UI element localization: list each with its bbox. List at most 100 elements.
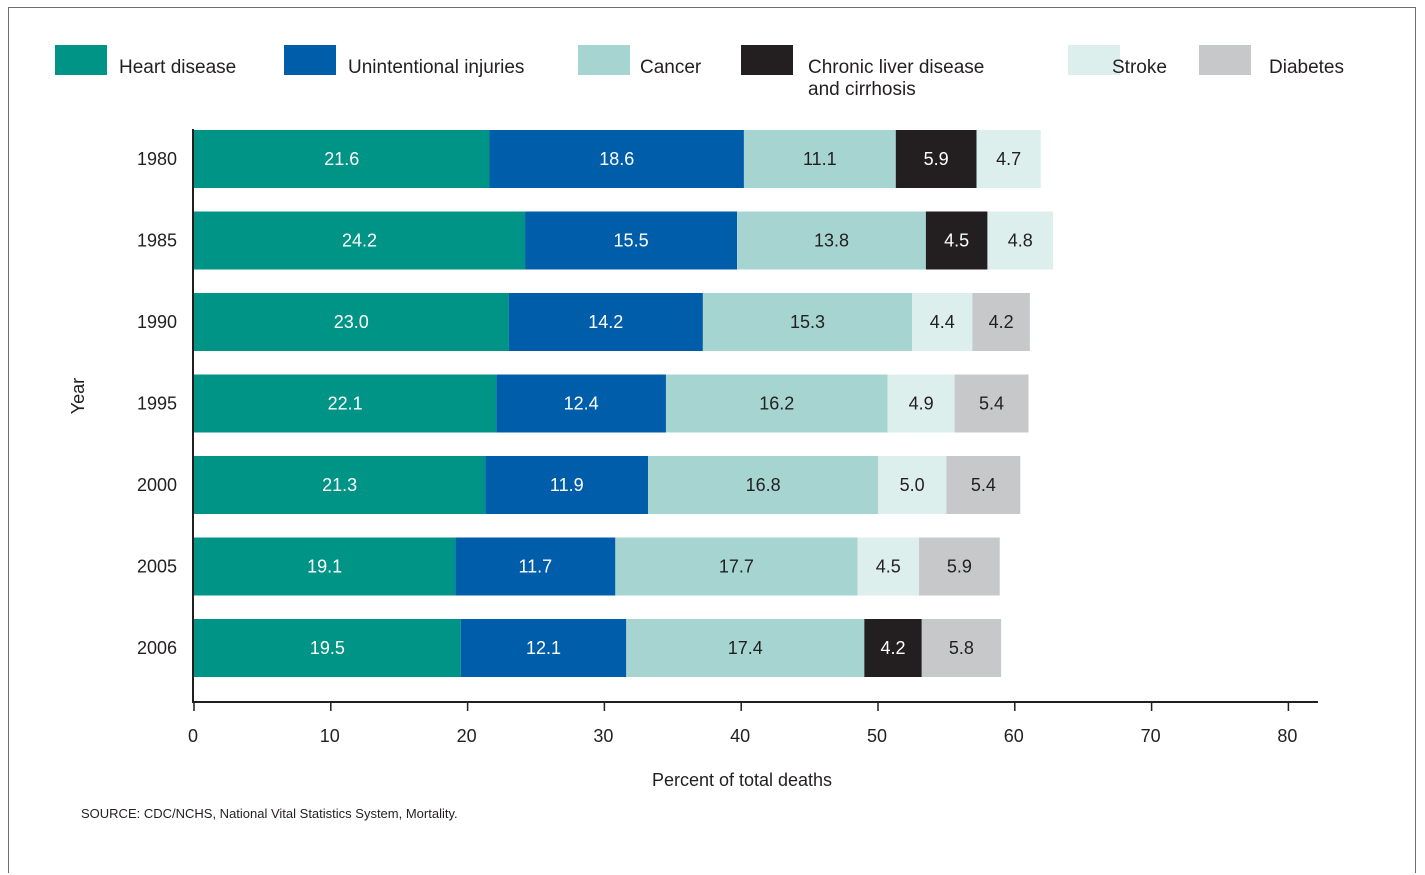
bar-segment [925, 211, 988, 270]
data-label: 12.1 [526, 638, 561, 658]
legend-swatch [284, 45, 336, 75]
data-label: 16.8 [746, 475, 781, 495]
stacked-bar-chart: Heart disease Unintentional injuries Cance… [55, 45, 1344, 790]
bar-segment [460, 619, 627, 677]
data-label: 5.4 [979, 394, 1004, 414]
legend-swatch [741, 45, 793, 75]
bar-segment [665, 374, 888, 433]
legend-label: Cancer [640, 57, 702, 78]
bar-segment [485, 456, 649, 514]
data-label: 11.1 [803, 149, 837, 169]
legend-label: and cirrhosis [808, 79, 916, 100]
data-label: 5.4 [971, 475, 996, 495]
chart-frame [8, 7, 1416, 873]
bar-segment [489, 130, 744, 188]
data-label: 14.2 [588, 312, 623, 332]
bar-segment [496, 374, 666, 433]
data-label: 4.5 [944, 231, 969, 251]
bar-segment [912, 293, 973, 351]
y-tick-label: 2006 [137, 638, 177, 658]
bar-segment [743, 130, 896, 188]
bar-segment [946, 456, 1021, 514]
bar-segment [987, 211, 1054, 270]
bar-segment [972, 293, 1030, 351]
bar-segment [194, 619, 461, 677]
bar-segment [857, 537, 920, 596]
y-tick-label: 1990 [137, 312, 177, 332]
data-label: 4.2 [881, 638, 906, 658]
bar-segment [737, 211, 926, 270]
legend-swatch [578, 45, 630, 75]
bar-segment [648, 456, 878, 514]
x-tick-label: 20 [457, 726, 477, 746]
data-label: 21.3 [322, 475, 357, 495]
data-label: 13.8 [814, 231, 849, 251]
y-tick-label: 1995 [137, 394, 177, 414]
data-label: 4.8 [1008, 231, 1033, 251]
bar-segment [702, 293, 913, 351]
bar-segment [919, 537, 1000, 596]
bar-segment [508, 293, 703, 351]
data-label: 15.3 [790, 312, 825, 332]
bar-segment [194, 456, 486, 514]
bars-area: 21.6 18.6 11.1 5.9 4.7 24.2 15.5 13.8 4.5 4.8 23.0… [194, 130, 1054, 677]
data-label: 5.0 [900, 475, 925, 495]
bar-segment [194, 130, 490, 188]
data-label: 4.4 [930, 312, 955, 332]
data-label: 19.5 [310, 638, 345, 658]
legend-swatch [1199, 45, 1251, 75]
bar-segment [887, 374, 955, 433]
bar-segment [525, 211, 738, 270]
bar-segment [194, 374, 497, 433]
legend-swatch [55, 45, 107, 75]
data-label: 11.9 [550, 475, 584, 495]
x-tick-label: 60 [1004, 726, 1024, 746]
legend-label: Stroke [1112, 57, 1167, 78]
data-label: 17.7 [719, 557, 754, 577]
source-note: SOURCE: CDC/NCHS, National Vital Statist… [81, 806, 458, 821]
x-tick-label: 80 [1277, 726, 1297, 746]
x-axis-title: Percent of total deaths [652, 770, 832, 790]
x-tick-label: 40 [730, 726, 750, 746]
y-axis-title: Year [68, 378, 88, 414]
x-tick-label: 10 [320, 726, 340, 746]
data-label: 17.4 [728, 638, 763, 658]
bar-segment [954, 374, 1029, 433]
bar-segment [455, 537, 616, 596]
data-label: 22.1 [328, 394, 363, 414]
y-tick-label: 1985 [137, 231, 177, 251]
data-label: 5.9 [924, 149, 949, 169]
x-tick-label: 70 [1141, 726, 1161, 746]
data-label: 4.7 [996, 149, 1021, 169]
legend-label: Chronic liver disease [808, 57, 984, 78]
legend-label: Heart disease [119, 57, 236, 78]
data-label: 5.8 [949, 638, 974, 658]
data-label: 18.6 [599, 149, 634, 169]
legend-swatch [1068, 45, 1120, 75]
data-label: 21.6 [324, 149, 359, 169]
data-label: 19.1 [307, 557, 342, 577]
legend: Heart disease Unintentional injuries Cance… [55, 45, 1344, 100]
bar-segment [878, 456, 947, 514]
legend-label: Diabetes [1269, 57, 1344, 78]
data-label: 23.0 [334, 312, 369, 332]
data-label: 4.5 [876, 557, 901, 577]
bar-segment [864, 619, 922, 677]
bar-segment [615, 537, 858, 596]
data-label: 5.9 [947, 557, 972, 577]
bar-segment [194, 211, 526, 270]
x-tick-label: 0 [188, 726, 198, 746]
y-tick-label: 1980 [137, 149, 177, 169]
bar-segment [194, 537, 456, 596]
data-label: 4.2 [989, 312, 1014, 332]
data-label: 24.2 [342, 231, 377, 251]
data-label: 16.2 [759, 394, 794, 414]
data-label: 11.7 [518, 557, 552, 577]
y-tick-label: 2005 [137, 557, 177, 577]
bar-segment [921, 619, 1002, 677]
data-label: 12.4 [564, 394, 599, 414]
data-label: 15.5 [614, 231, 649, 251]
legend-label: Unintentional injuries [348, 57, 524, 78]
axes: 1980 1985 1990 1995 2000 2005 2006 0 10 20 30 40 50 6… [137, 129, 1318, 746]
y-tick-label: 2000 [137, 475, 177, 495]
